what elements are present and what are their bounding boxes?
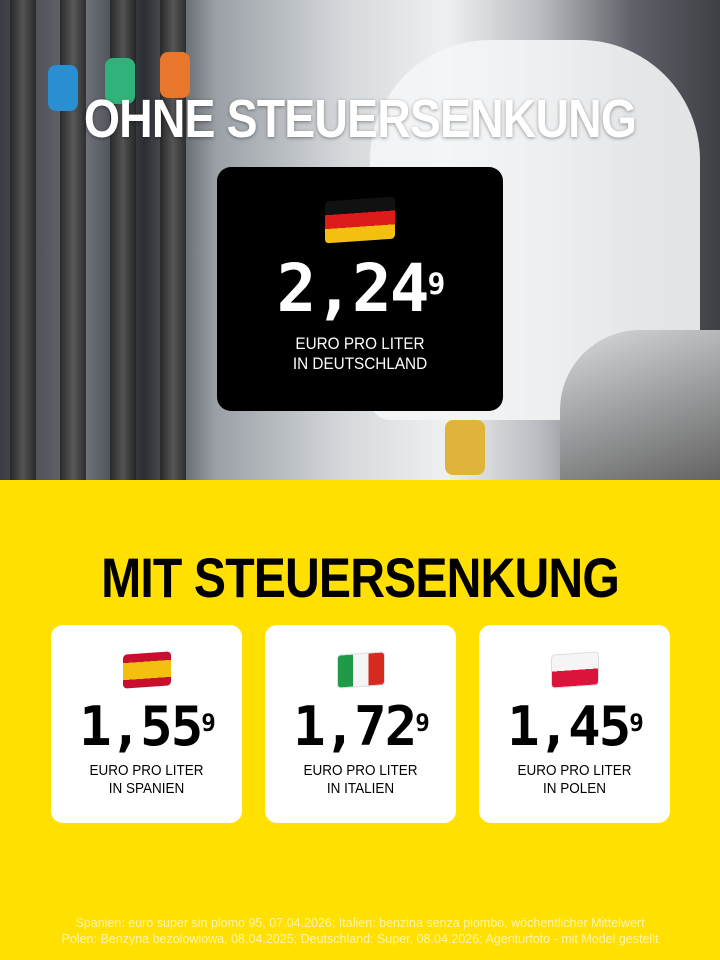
blue-nozzle [48, 65, 78, 111]
unit-label: EURO PRO LITER [517, 762, 632, 779]
heading-with-tax-cut: MIT STEUERSENKUNG [101, 546, 620, 609]
flag-spain-icon [122, 651, 171, 689]
unit-label: EURO PRO LITER [295, 334, 425, 353]
price-main: 2,24 [276, 250, 430, 327]
price-main: 1,72 [293, 695, 417, 758]
flag-germany-icon [325, 196, 395, 244]
heading-without-tax-cut: OHNE STEUERSENKUNG [83, 89, 637, 149]
car [560, 330, 720, 480]
pump-hose [10, 0, 36, 480]
country-label: IN POLEN [542, 780, 607, 797]
price-fraction: 9 [427, 267, 446, 302]
yellow-nozzle [445, 420, 485, 475]
flag-poland-icon [550, 651, 599, 689]
green-nozzle [105, 58, 135, 104]
price-fraction: 9 [629, 708, 644, 737]
orange-nozzle [160, 52, 190, 98]
country-label: IN DEUTSCHLAND [292, 354, 428, 373]
footnote: Spanien: euro super sin plomo 95, 07.04.… [0, 915, 720, 947]
germany-price-card: 2,249 EURO PRO LITER IN DEUTSCHLAND [217, 167, 503, 411]
price-fraction: 9 [415, 708, 430, 737]
country-label: IN SPANIEN [108, 780, 185, 797]
italy-price: 1,729 [265, 698, 456, 756]
poland-price: 1,459 [479, 698, 670, 756]
poland-price-card: 1,459 EURO PRO LITER IN POLEN [479, 625, 670, 823]
flag-italy-icon [336, 651, 385, 689]
footnote-line: Spanien: euro super sin plomo 95, 07.04.… [75, 916, 645, 930]
footnote-line: Polen: Benzyna bezolowiowa, 08.04.2025; … [61, 932, 659, 946]
price-fraction: 9 [201, 708, 216, 737]
unit-label: EURO PRO LITER [89, 762, 204, 779]
germany-price: 2,249 [217, 254, 503, 324]
spain-price: 1,559 [51, 698, 242, 756]
price-main: 1,45 [507, 695, 631, 758]
unit-label: EURO PRO LITER [303, 762, 418, 779]
country-label: IN ITALIEN [326, 780, 395, 797]
spain-price-card: 1,559 EURO PRO LITER IN SPANIEN [51, 625, 242, 823]
price-main: 1,55 [79, 695, 203, 758]
italy-price-card: 1,729 EURO PRO LITER IN ITALIEN [265, 625, 456, 823]
